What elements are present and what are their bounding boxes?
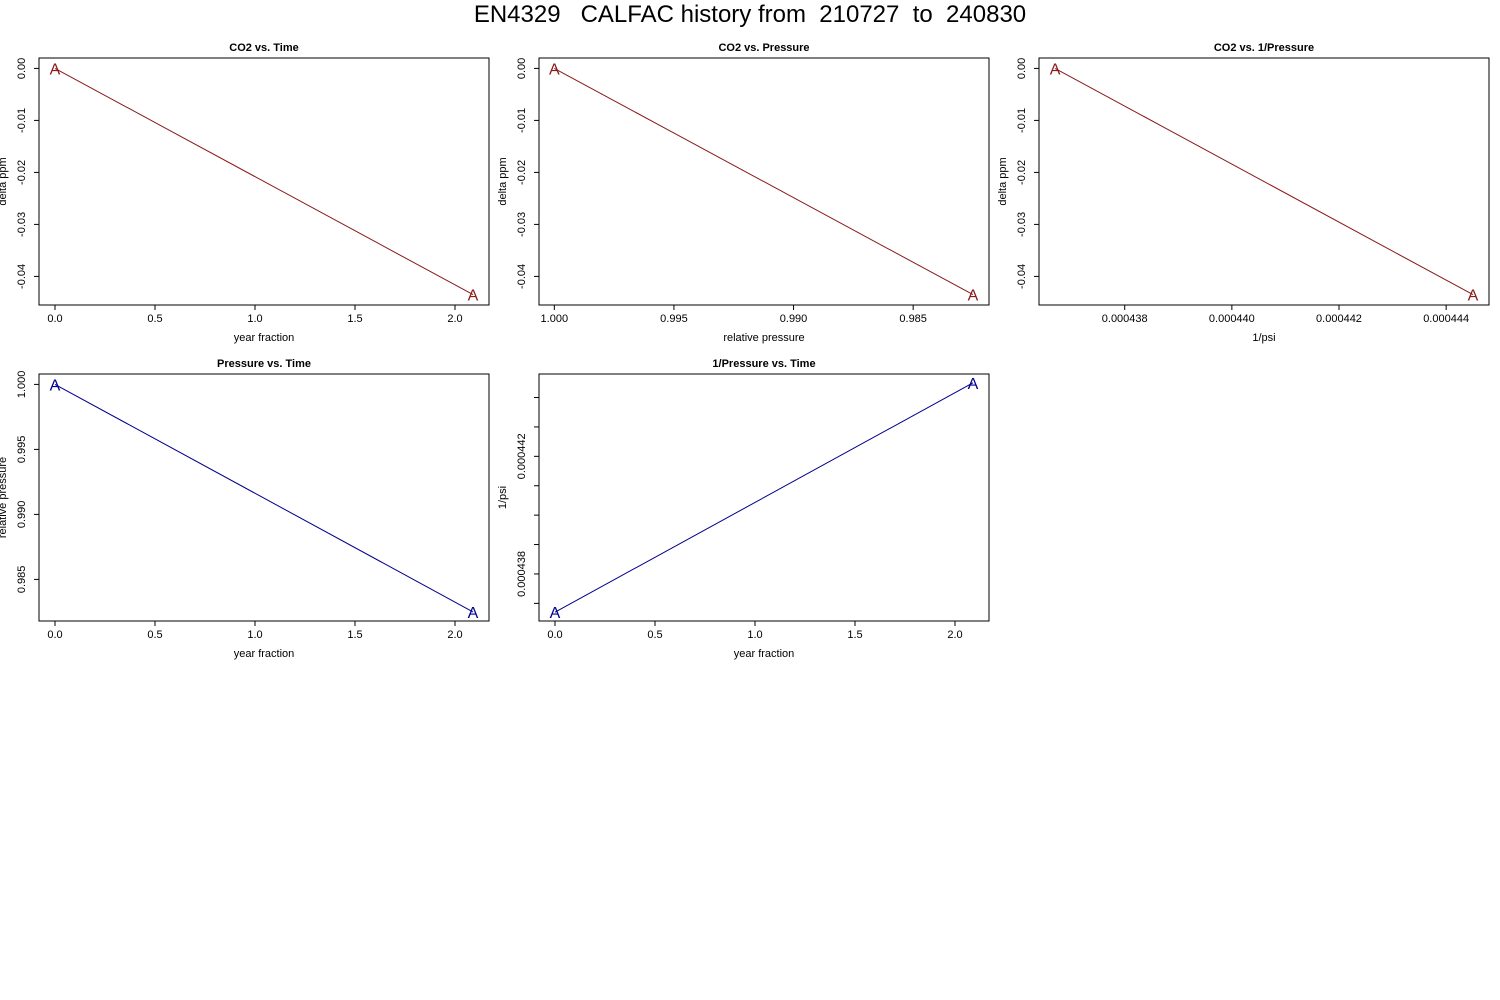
chart-panel-4: Pressure vs. Time 0.0 0.5 1.0 1.5 2.0 1.000 0.9… — [0, 358, 490, 660]
x-tick-label: 1.5 — [347, 629, 362, 641]
x-tick-label: 1.0 — [247, 629, 262, 641]
y-tick-label: -0.03 — [1016, 212, 1028, 237]
y-tick-label: 1.000 — [16, 371, 28, 399]
y-tick-label: -0.02 — [1016, 160, 1028, 185]
x-axis-label: year fraction — [234, 332, 295, 344]
x-tick-label: 0.5 — [147, 629, 162, 641]
y-tick-label: -0.04 — [516, 264, 528, 289]
plot-frame — [538, 57, 990, 306]
y-tick-label: 0.00 — [1016, 58, 1028, 79]
y-tick-label: 0.000442 — [516, 433, 528, 479]
x-tick-label: 0.990 — [780, 313, 808, 325]
x-tick-label: 0.5 — [647, 629, 662, 641]
x-tick-label: 0.0 — [47, 313, 62, 325]
plot-frame — [1038, 57, 1490, 306]
y-axis-label: delta ppm — [997, 157, 1009, 205]
x-tick-label: 1.0 — [247, 313, 262, 325]
chart-panel-3: CO2 vs. 1/Pressure 0.000438 0.000440 0.0004… — [997, 42, 1490, 344]
y-axis-label: relative pressure — [0, 457, 9, 538]
x-axis-label: year fraction — [734, 648, 795, 660]
x-tick-label: 0.0 — [47, 629, 62, 641]
y-tick-label: -0.03 — [516, 212, 528, 237]
plot-frame — [538, 373, 990, 622]
data-point-marker: A — [968, 288, 979, 305]
y-tick-label: 0.995 — [16, 436, 28, 464]
y-tick-label: 0.00 — [516, 58, 528, 79]
data-point-marker: A — [468, 288, 479, 305]
y-axis-label: delta ppm — [0, 157, 9, 205]
chart-title: CO2 vs. Time — [229, 42, 299, 54]
chart-panel-1: CO2 vs. Time 0.0 0.5 1.0 1.5 2.0 0.00 -0.01 -0.0… — [0, 42, 490, 344]
x-axis-label: 1/psi — [1252, 332, 1275, 344]
y-tick-label: -0.02 — [16, 160, 28, 185]
y-axis-label: delta ppm — [497, 157, 509, 205]
chart-panel-2: CO2 vs. Pressure 1.000 0.995 0.990 0.985 0.00… — [497, 42, 990, 344]
y-tick-label: -0.04 — [16, 264, 28, 289]
x-tick-label: 0.000442 — [1316, 313, 1362, 325]
data-point-marker: A — [50, 377, 61, 394]
chart-panel-5: 1/Pressure vs. Time 0.0 0.5 1.0 1.5 2.0 0.0004… — [497, 358, 990, 660]
y-tick-label: 0.00 — [16, 58, 28, 79]
y-tick-label: 0.985 — [16, 566, 28, 594]
x-axis-label: year fraction — [234, 648, 295, 660]
data-point-marker: A — [549, 61, 560, 78]
x-tick-label: 0.985 — [899, 313, 927, 325]
x-axis-label: relative pressure — [723, 332, 804, 344]
x-tick-label: 1.5 — [347, 313, 362, 325]
x-tick-label: 1.5 — [847, 629, 862, 641]
y-tick-label: -0.02 — [516, 160, 528, 185]
chart-title: Pressure vs. Time — [217, 358, 311, 370]
chart-title: CO2 vs. 1/Pressure — [1214, 42, 1314, 54]
plot-frame — [38, 57, 490, 306]
y-tick-label: 0.990 — [16, 501, 28, 529]
data-point-marker: A — [468, 605, 479, 622]
plot-frame — [38, 373, 490, 622]
x-tick-label: 2.0 — [447, 629, 462, 641]
data-point-marker: A — [550, 605, 561, 622]
x-tick-label: 2.0 — [447, 313, 462, 325]
y-tick-label: -0.04 — [1016, 264, 1028, 289]
x-tick-label: 0.000444 — [1423, 313, 1469, 325]
x-tick-label: 0.000440 — [1209, 313, 1255, 325]
series-line — [554, 382, 974, 613]
x-tick-label: 0.000438 — [1102, 313, 1148, 325]
chart-title: CO2 vs. Pressure — [718, 42, 809, 54]
page-title: EN4329 CALFAC history from 210727 to 240… — [473, 1, 1027, 28]
y-tick-label: 0.000438 — [516, 551, 528, 597]
series-line — [554, 67, 974, 296]
y-tick-label: -0.01 — [1016, 108, 1028, 133]
data-point-marker: A — [1468, 288, 1479, 305]
x-tick-label: 1.0 — [747, 629, 762, 641]
y-tick-label: -0.03 — [16, 212, 28, 237]
data-point-marker: A — [50, 61, 61, 78]
series-line — [54, 383, 474, 613]
x-tick-label: 0.0 — [547, 629, 562, 641]
x-tick-label: 2.0 — [947, 629, 962, 641]
data-point-marker: A — [968, 376, 979, 393]
y-axis-label: 1/psi — [497, 486, 509, 509]
y-tick-label: -0.01 — [16, 108, 28, 133]
series-line — [54, 67, 474, 296]
x-tick-label: 0.5 — [147, 313, 162, 325]
series-line — [1054, 67, 1474, 296]
x-tick-label: 0.995 — [660, 313, 688, 325]
y-tick-label: -0.01 — [516, 108, 528, 133]
chart-title: 1/Pressure vs. Time — [712, 358, 815, 370]
x-tick-label: 1.000 — [541, 313, 569, 325]
data-point-marker: A — [1050, 61, 1061, 78]
